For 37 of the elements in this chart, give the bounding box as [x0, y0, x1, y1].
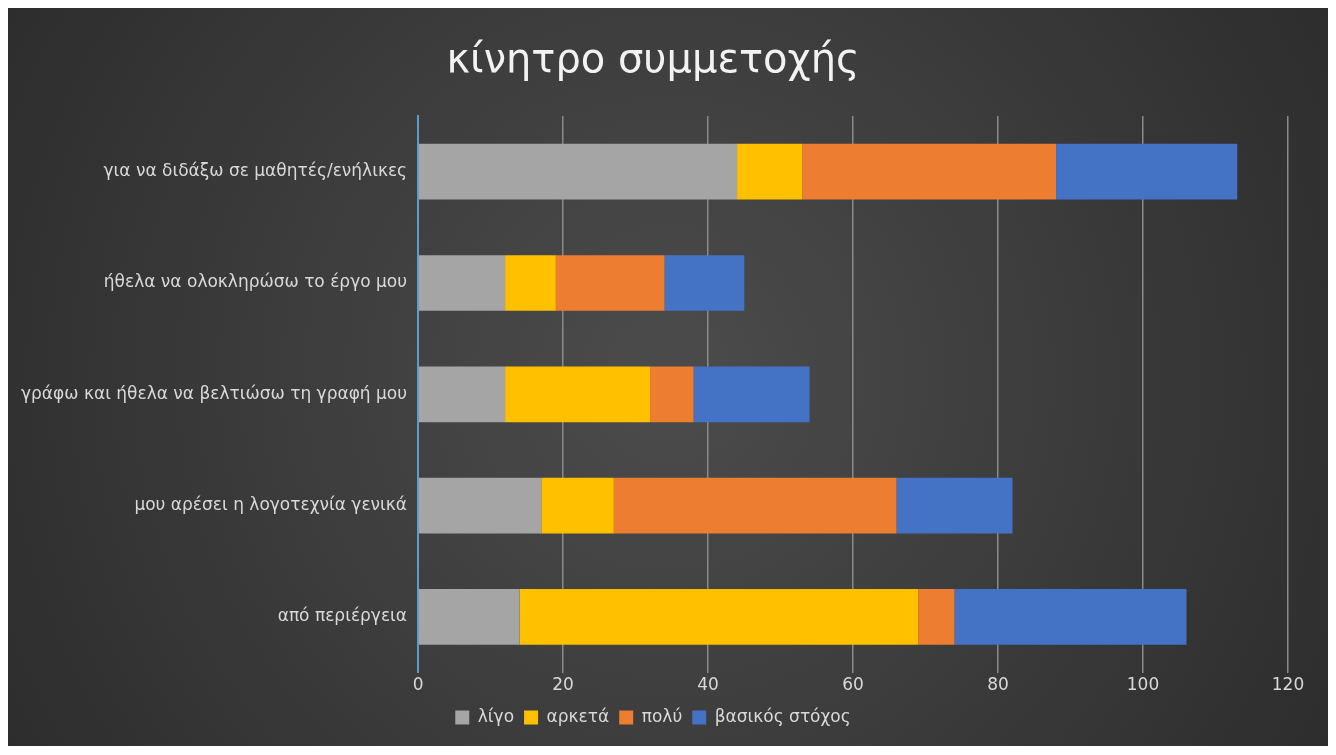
bar: [505, 366, 651, 423]
x-tick-label: 20: [552, 674, 574, 695]
legend-label: λίγο: [477, 705, 515, 726]
bar: [519, 589, 919, 645]
bar: [918, 589, 955, 645]
legend-label: βασικός στόχος: [714, 705, 851, 726]
bar: [418, 255, 506, 311]
y-tick-label: από περιέργεια: [277, 605, 408, 626]
bar: [737, 143, 803, 200]
x-tick-label: 120: [1271, 674, 1305, 695]
legend-label: αρκετά: [546, 705, 610, 726]
y-tick-label: μου αρέσει η λογοτεχνία γενικά: [134, 494, 408, 515]
bar: [418, 366, 506, 423]
x-tick-label: 40: [697, 674, 719, 695]
bar: [664, 255, 745, 311]
bar: [555, 255, 665, 311]
x-tick-label: 0: [412, 674, 424, 695]
legend-label: πολύ: [641, 705, 683, 726]
bar: [541, 477, 614, 534]
x-tick-label: 60: [842, 674, 864, 695]
bar: [896, 477, 1013, 534]
bar: [1056, 143, 1238, 200]
bar: [418, 589, 520, 645]
chart-title: κίνητρο συμμετοχής: [446, 35, 860, 82]
bar: [613, 477, 897, 534]
x-tick-label: 100: [1126, 674, 1160, 695]
bar: [418, 143, 738, 200]
bar: [650, 366, 694, 423]
y-tick-label: για να διδάξω σε μαθητές/ενήλικες: [103, 160, 408, 181]
bar: [693, 366, 810, 423]
bar: [418, 477, 542, 534]
bar: [802, 143, 1057, 200]
bar: [505, 255, 556, 311]
bar: [954, 589, 1187, 645]
y-tick-label: ήθελα να ολοκληρώσω το έργο μου: [103, 271, 408, 292]
y-tick-label: γράφω και ήθελα να βελτιώσω τη γραφή μου: [20, 382, 408, 403]
x-tick-label: 80: [987, 674, 1009, 695]
